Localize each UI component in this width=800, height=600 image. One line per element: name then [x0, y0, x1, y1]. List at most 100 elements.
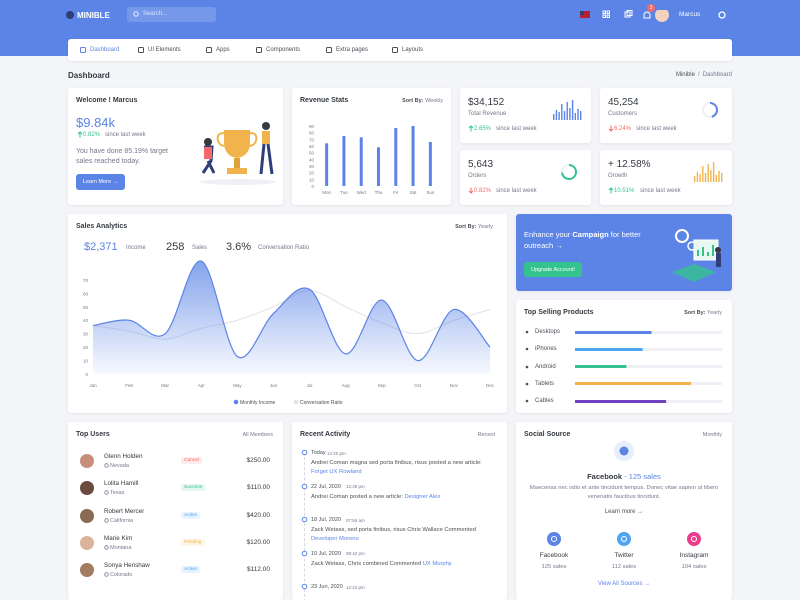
activity-body: Zack Wetass, sed porta finibus, risus Ch…	[311, 527, 476, 533]
apps-icon[interactable]	[602, 10, 610, 18]
social-heading-name: Facebook	[587, 472, 623, 481]
avatar-shape	[80, 563, 94, 578]
search-box[interactable]: Search...	[127, 7, 216, 22]
nav-item[interactable]: Layouts	[402, 47, 424, 53]
activity-date: 10 Jul, 2020	[311, 550, 341, 557]
activity-link[interactable]: Forget UX Rowland	[311, 468, 362, 475]
activity-link[interactable]: UX Murphy	[422, 560, 452, 567]
nav-item[interactable]: Apps	[216, 47, 230, 53]
user-avatar	[80, 481, 94, 496]
product-name: Cables	[535, 398, 554, 405]
bar	[575, 330, 652, 334]
nav-item[interactable]: UI Elements	[148, 47, 181, 53]
pin	[104, 545, 109, 550]
user-name[interactable]: Robert Mercer	[104, 507, 145, 515]
welcome-text: You have done 85.19% target sales reache…	[76, 148, 168, 165]
social-text: Maecenas nec odio et ante tincidunt temp…	[529, 485, 719, 500]
filter-dropdown[interactable]: Monthly	[702, 432, 722, 438]
mini-bar	[566, 102, 568, 120]
dot	[525, 347, 529, 351]
avatar[interactable]	[655, 10, 669, 22]
stat-card: $34,152 Total Revenue 2.65% since last week	[460, 88, 591, 143]
product-dot	[525, 382, 529, 386]
timeline-dot	[301, 449, 308, 456]
sort-label: Sort By:	[402, 98, 424, 104]
user-location: Montana	[110, 544, 132, 551]
mini-bar	[699, 174, 701, 182]
sort-dropdown[interactable]: Sort By: Weekly	[402, 98, 443, 104]
pin	[104, 517, 109, 523]
dot	[301, 449, 308, 456]
nav-icon-shape	[80, 47, 86, 53]
mini-bar	[580, 111, 582, 120]
legend-marker	[293, 399, 299, 405]
breadcrumb-item[interactable]: Minible	[675, 72, 695, 78]
location-icon	[104, 517, 109, 523]
timeline-line	[304, 452, 305, 600]
card-title: Recent Activity	[300, 431, 351, 438]
summary-label: Conversation Ratio	[258, 245, 310, 251]
x-tick-label: Fri	[393, 190, 398, 195]
y-tick-label: 90	[309, 124, 315, 129]
source-name: Twitter	[614, 552, 634, 559]
user-name[interactable]: Marie Kim	[104, 534, 133, 542]
view-all-link[interactable]: View All Sources →	[597, 581, 651, 587]
sort-dropdown[interactable]: Sort By: Yearly	[455, 224, 493, 230]
fullscreen-icon[interactable]	[624, 10, 633, 18]
activity-link[interactable]: Developer Moreno	[311, 535, 359, 542]
user-location: Texas	[110, 490, 125, 497]
stat-label: Orders	[468, 173, 487, 179]
up-arrow	[77, 131, 83, 138]
upgrade-button[interactable]: Upgrade Account!	[524, 262, 582, 277]
location-icon	[104, 490, 109, 495]
sort-label: Sort By:	[684, 310, 706, 316]
nav-item[interactable]: Extra pages	[336, 47, 369, 53]
status-badge: Cancel	[181, 457, 202, 464]
y-tick-label: 30	[83, 332, 89, 337]
activity-text: Andrei Coman posted a new article: Desig…	[311, 493, 497, 502]
y-tick-label: 10	[83, 359, 89, 364]
stat-label: Growth	[608, 173, 628, 179]
activity-link[interactable]: Designer Alex	[404, 493, 441, 500]
card-title: Social Source	[524, 431, 571, 438]
x-tick-label: Sat	[410, 190, 418, 195]
logo-icon	[66, 11, 74, 19]
x-tick-label: Tue	[340, 190, 348, 195]
promo-illustration	[672, 229, 721, 282]
activity-date: Today	[311, 450, 326, 456]
icon-glyph	[621, 536, 627, 542]
user-name[interactable]: Lolita Hamill	[104, 480, 139, 488]
sales-analytics-card: Sales Analytics Sort By: Yearly $2,371 In…	[68, 214, 507, 413]
social-heading: Facebook - 125 sales	[516, 472, 732, 481]
sort-dropdown[interactable]: Sort By: Yearly	[684, 310, 722, 316]
x-tick-label: Oct	[414, 383, 422, 388]
filter-dropdown[interactable]: Recent	[477, 432, 495, 438]
stat-note: since last week	[496, 188, 537, 194]
nav-item[interactable]: Components	[266, 47, 301, 53]
stat-card: 5,643 Orders 0.82% since last week	[460, 150, 591, 205]
activity-time: 08:42 pm	[346, 551, 365, 556]
bar-track	[575, 365, 722, 369]
user-name[interactable]: Marcus	[679, 11, 701, 18]
settings-icon[interactable]	[718, 11, 726, 19]
bell-icon[interactable]	[643, 11, 651, 19]
user-name[interactable]: Sonya Henshaw	[104, 562, 150, 570]
sort-label: Sort By:	[455, 224, 477, 230]
mini-bar	[694, 176, 696, 182]
learn-more-button[interactable]: Learn More →	[76, 174, 125, 190]
filter-dropdown[interactable]: All Members	[242, 432, 273, 438]
mini-bar	[702, 166, 704, 182]
flag-icon[interactable]	[580, 11, 590, 18]
dot	[525, 382, 529, 386]
nav-item[interactable]: Dashboard	[90, 47, 120, 53]
bar	[428, 142, 432, 186]
activity-time: 12:20 pm	[327, 450, 346, 456]
recent-activity-card: Recent Activity Recent Today 12:20 pm Andr…	[292, 422, 507, 600]
revenue-card: Revenue Stats Sort By: Weekly 0 10 20 30 40 5…	[292, 88, 451, 205]
learn-more-link[interactable]: Learn more →	[604, 509, 644, 515]
dot	[525, 399, 529, 403]
welcome-title: Welcome ! Marcus	[76, 97, 138, 104]
breadcrumb-item: Dashboard	[695, 72, 732, 78]
user-name[interactable]: Glenn Holden	[104, 453, 143, 460]
